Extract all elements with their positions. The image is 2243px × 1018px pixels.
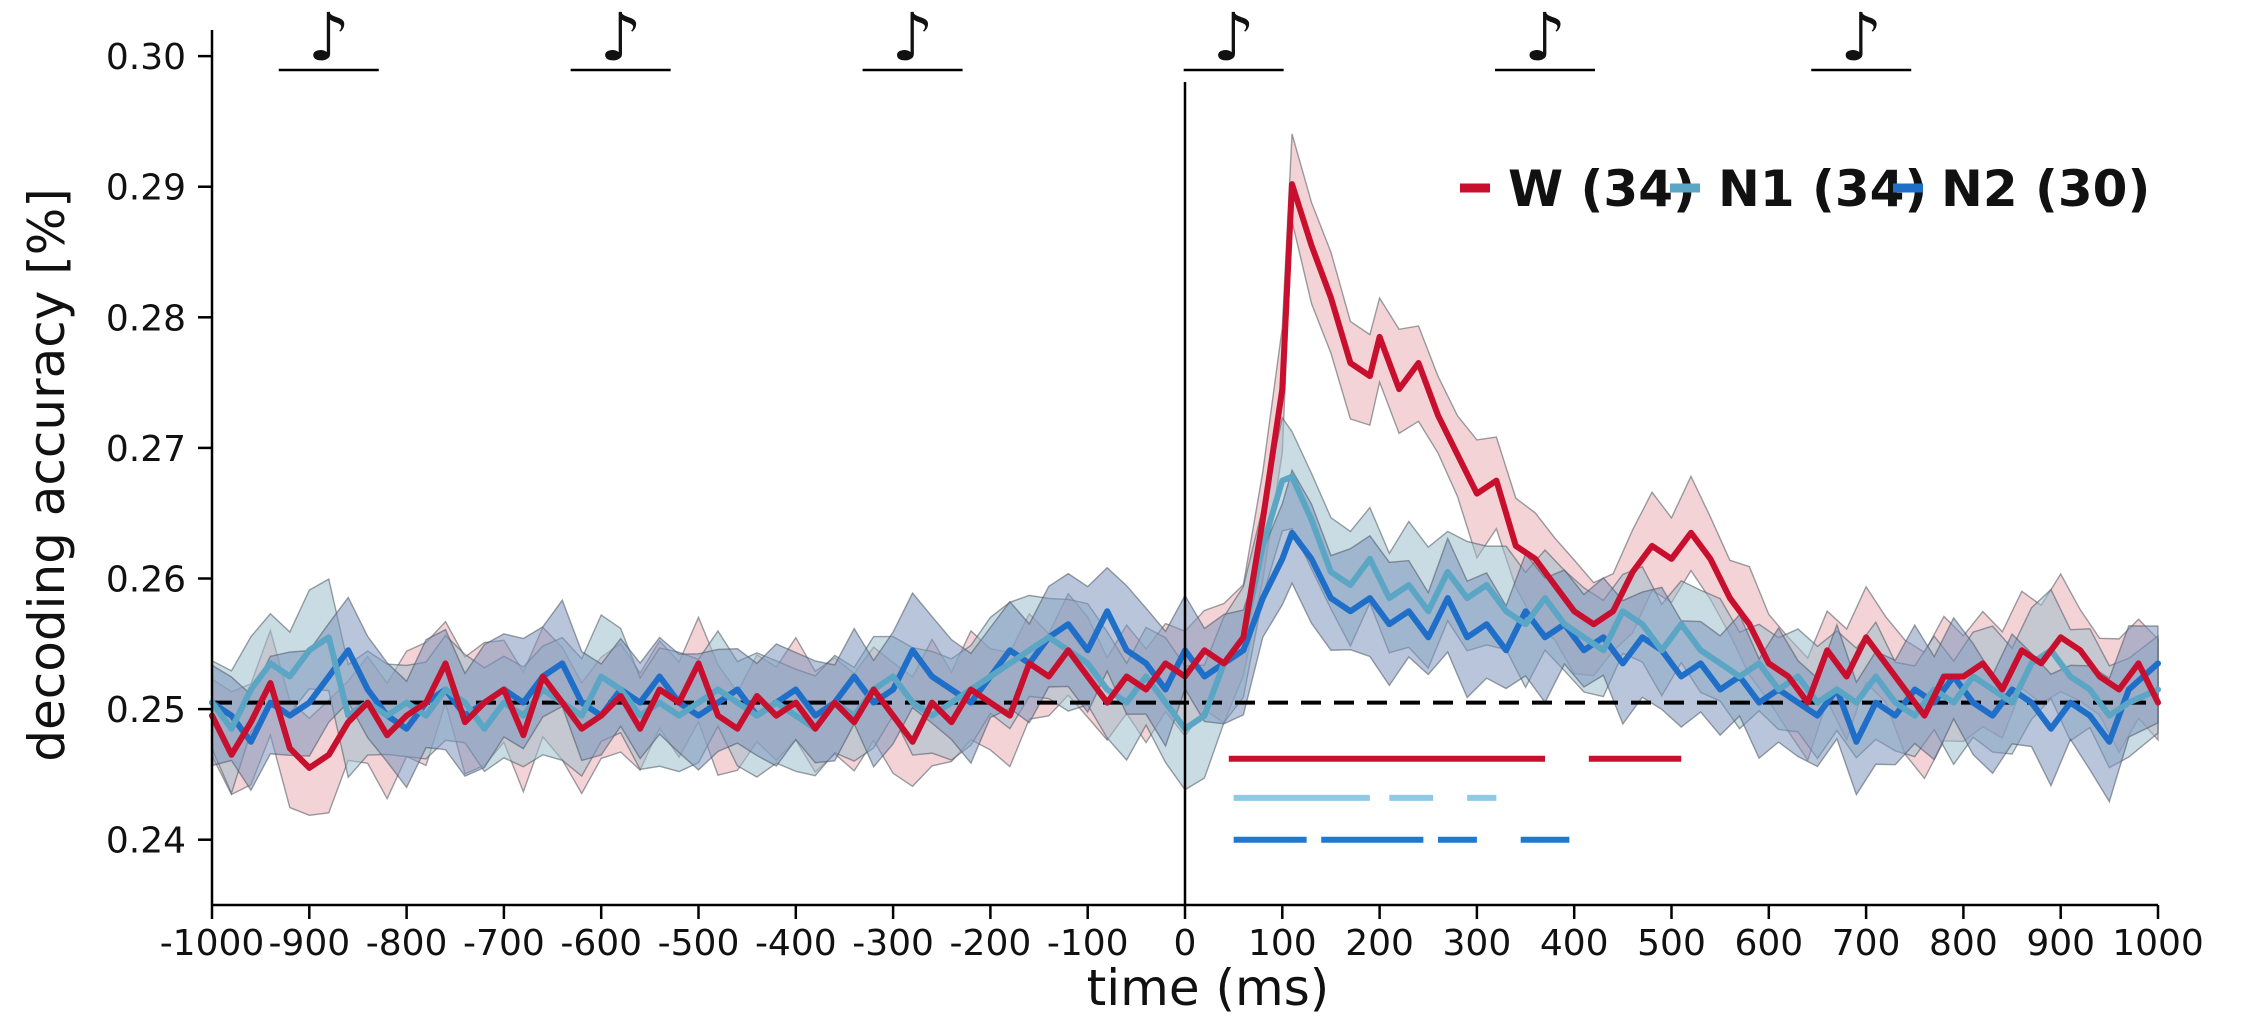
x-tick-label: 1000 xyxy=(2112,923,2204,964)
x-tick-label: 900 xyxy=(2026,923,2095,964)
x-axis-title: time (ms) xyxy=(1087,959,1330,1017)
legend: W (34) N1 (34) N2 (30) xyxy=(1460,160,2150,218)
x-tick-label: 300 xyxy=(1443,923,1512,964)
music-note-icon: ♪ xyxy=(862,0,963,76)
x-tick-label: 100 xyxy=(1248,923,1317,964)
music-note-icon: ♪ xyxy=(278,0,379,76)
x-tick-label: -400 xyxy=(755,923,837,964)
tone-markers: ♪ ♪ ♪ ♪ ♪ ♪ xyxy=(278,0,1912,76)
x-tick-label: -100 xyxy=(1047,923,1129,964)
x-tick-label: -500 xyxy=(658,923,740,964)
music-note-icon: ♪ xyxy=(1183,0,1284,76)
music-note-glyph: ♪ xyxy=(1524,0,1566,76)
music-note-glyph: ♪ xyxy=(600,0,642,76)
x-tick-label: -900 xyxy=(268,923,350,964)
series-line-0 xyxy=(209,181,2161,771)
music-note-glyph: ♪ xyxy=(1213,0,1255,76)
x-tick-label: 700 xyxy=(1832,923,1901,964)
x-tick-label: 600 xyxy=(1734,923,1803,964)
x-tick-label: 500 xyxy=(1637,923,1706,964)
axes: 0.240.250.260.270.280.290.30-1000 -900 -80… xyxy=(106,30,2204,964)
y-tick-label: 0.27 xyxy=(106,429,186,470)
y-tick-label: 0.24 xyxy=(106,821,186,862)
y-tick-label: 0.30 xyxy=(106,37,186,78)
y-tick-label: 0.28 xyxy=(106,298,186,339)
legend-label-1: N1 (34) xyxy=(1718,160,1927,218)
music-note-icon: ♪ xyxy=(570,0,671,76)
significance-bars xyxy=(1228,755,1682,843)
x-tick-label: 400 xyxy=(1540,923,1609,964)
y-tick-label: 0.25 xyxy=(106,690,186,731)
x-tick-label: 800 xyxy=(1929,923,1998,964)
x-tick-label: -700 xyxy=(463,923,545,964)
music-note-glyph: ♪ xyxy=(308,0,350,76)
y-axis-title: decoding accuracy [%] xyxy=(18,188,76,762)
x-tick-label: -200 xyxy=(950,923,1032,964)
x-tick-label: 200 xyxy=(1345,923,1414,964)
x-tick-label: -600 xyxy=(560,923,642,964)
y-tick-label: 0.29 xyxy=(106,168,186,209)
music-note-icon: ♪ xyxy=(1811,0,1912,76)
legend-label-2: N2 (30) xyxy=(1941,160,2150,218)
x-tick-label: -1000 xyxy=(160,923,265,964)
x-tick-label: 0 xyxy=(1174,923,1197,964)
music-note-icon: ♪ xyxy=(1495,0,1596,76)
x-tick-label: -300 xyxy=(852,923,934,964)
legend-label-0: W (34) xyxy=(1508,160,1696,218)
x-tick-label: -800 xyxy=(366,923,448,964)
music-note-glyph: ♪ xyxy=(1840,0,1882,76)
y-tick-label: 0.26 xyxy=(106,560,186,601)
music-note-glyph: ♪ xyxy=(891,0,933,76)
